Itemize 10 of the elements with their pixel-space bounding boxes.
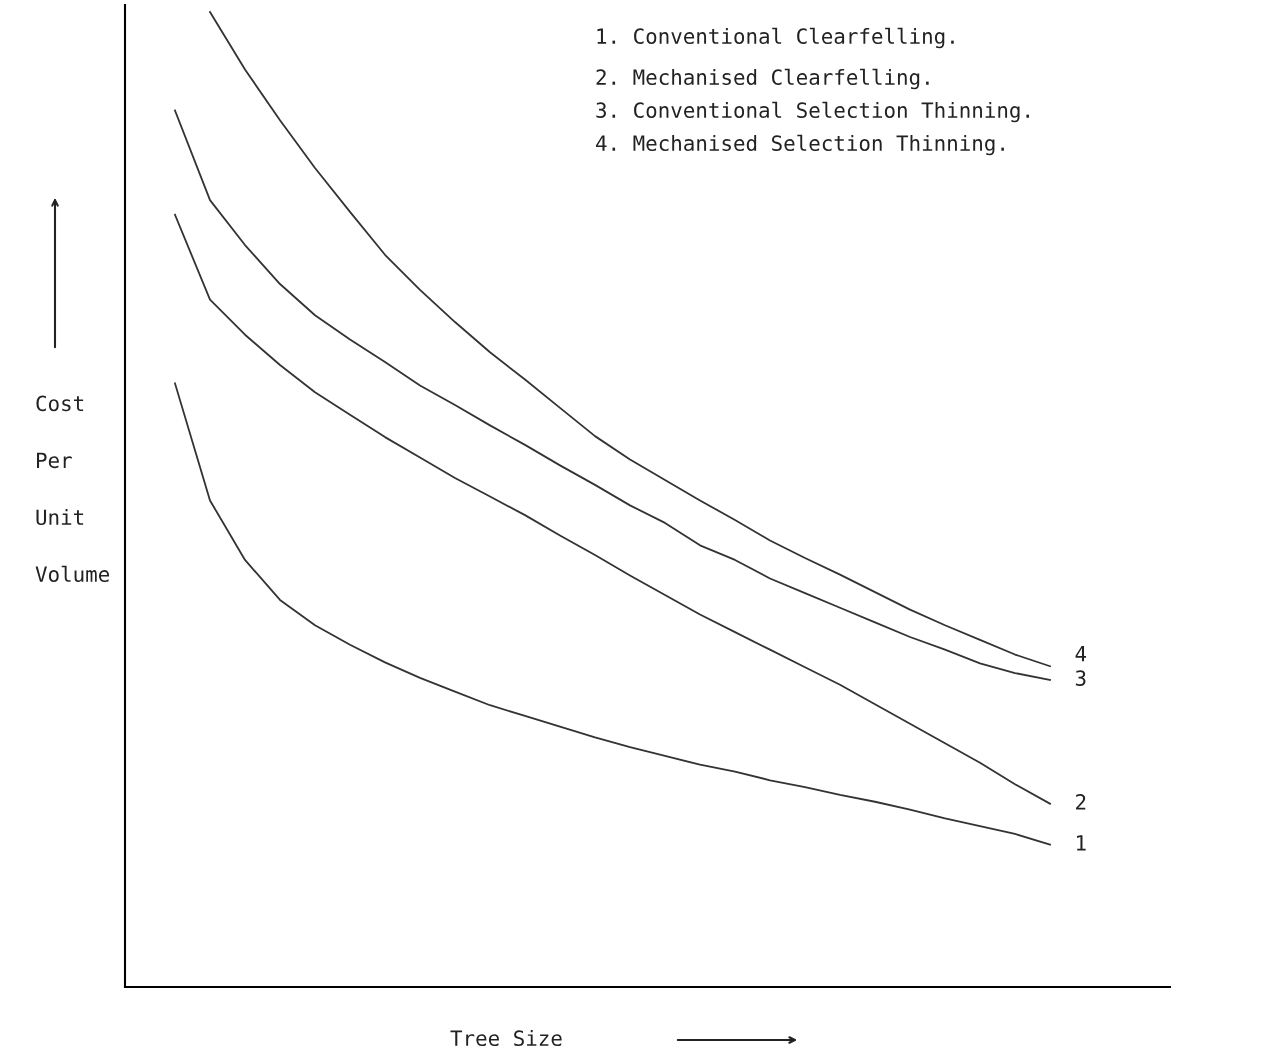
x-axis-title: Tree Size [450,1029,562,1047]
series-label: 3 [1075,670,1086,686]
series-label: 2 [1076,794,1086,810]
annotation: 2. Mechanised Clearfelling. [596,68,929,90]
annotation: 3. Conventional Selection Thinning. [596,101,1029,123]
series-label: 1 [1077,835,1086,851]
series-label: 4 [1075,646,1087,662]
text: Cost Per Unit Volume [35,395,110,583]
annotation: 4. Mechanised Selection Thinning. [596,134,1004,156]
annotation: 1. Conventional Clearfelling. [597,27,954,49]
